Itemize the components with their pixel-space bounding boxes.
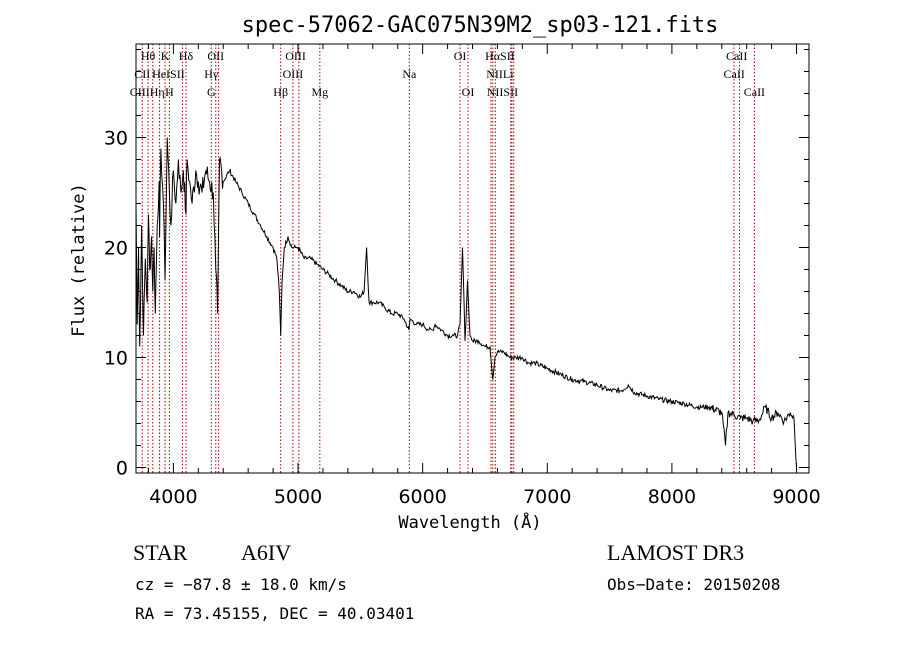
spectrum-chart: spec-57062-GAC075N39M2_sp03-121.fits Hθ K… <box>69 13 821 533</box>
line-label: Na <box>402 67 417 81</box>
x-tick-label: 7000 <box>523 486 571 508</box>
line-label: CaII <box>744 85 765 99</box>
object-type: STAR <box>133 540 188 565</box>
line-label: CII <box>134 67 150 81</box>
y-tick-label: 0 <box>116 458 128 480</box>
line-label: OII <box>207 49 224 63</box>
y-tick-label: 20 <box>104 238 128 260</box>
line-label: CIIIHη <box>130 85 165 99</box>
redshift-info: cz = −87.8 ± 18.0 km/s <box>135 575 347 594</box>
spectrum-line <box>135 137 797 468</box>
line-label: G <box>207 85 216 99</box>
x-tick-label: 4000 <box>149 486 197 508</box>
line-label: OIII <box>285 49 306 63</box>
line-label: Hθ <box>141 49 156 63</box>
coordinates: RA = 73.45155, DEC = 40.03401 <box>135 604 415 623</box>
x-tick-label: 5000 <box>274 486 322 508</box>
line-label: NIILi <box>486 67 514 81</box>
line-label: Hδ <box>179 49 194 63</box>
line-label: OIII <box>283 67 304 81</box>
line-label: K <box>161 49 170 63</box>
y-tick-label: 30 <box>104 128 128 150</box>
y-axis-label: Flux (relative) <box>69 183 89 337</box>
line-label: Hβ <box>273 85 288 99</box>
x-tick-label: 9000 <box>772 486 820 508</box>
line-label: NIISII <box>487 85 518 99</box>
line-label: H <box>165 85 174 99</box>
line-label: OI <box>454 49 467 63</box>
x-axis-ticks: 4000 5000 6000 7000 8000 9000 <box>147 44 821 508</box>
line-label: CaII <box>724 67 745 81</box>
observation-date: Obs−Date: 20150208 <box>607 575 781 594</box>
y-tick-label: 10 <box>104 348 128 370</box>
spectral-class: A6IV <box>241 540 292 565</box>
x-tick-label: 6000 <box>398 486 446 508</box>
spectral-line-markers <box>141 44 755 473</box>
survey-name: LAMOST DR3 <box>607 540 745 565</box>
y-axis-ticks: 0 10 20 30 <box>104 49 809 480</box>
line-label: OI <box>462 85 475 99</box>
line-label: CaII <box>726 49 747 63</box>
line-label: HαSII <box>485 49 515 63</box>
x-axis-label: Wavelength (Å) <box>398 511 541 533</box>
x-tick-label: 8000 <box>648 486 696 508</box>
chart-title: spec-57062-GAC075N39M2_sp03-121.fits <box>242 13 719 38</box>
line-label: HeISII <box>152 67 185 81</box>
spectral-line-labels: Hθ K Hδ OII OIII OI HαSII CaII CII HeISII Hγ OIII Na… <box>130 49 765 99</box>
line-label: Mg <box>311 85 328 99</box>
line-label: Hγ <box>204 67 219 81</box>
